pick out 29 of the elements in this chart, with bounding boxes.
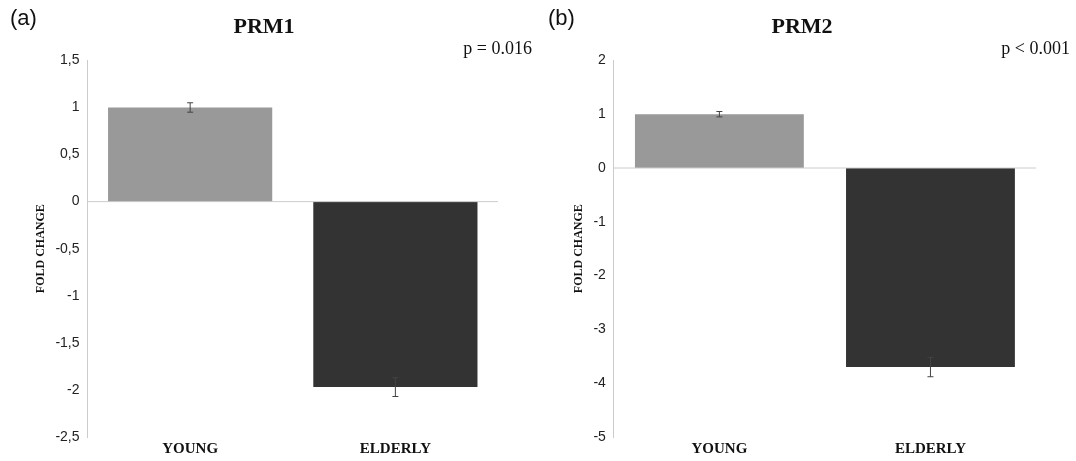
y-tick-label: -1,5 (55, 333, 80, 350)
x-tick-label: ELDERLY (894, 439, 967, 456)
y-axis-title: FOLD CHANGE (33, 204, 48, 294)
y-tick-label: 0 (71, 192, 80, 209)
text: (b) (548, 5, 575, 31)
text: (a) (10, 5, 37, 31)
text: p < 0.001 (1001, 37, 1070, 58)
x-tick-label: YOUNG (691, 439, 748, 456)
y-tick-label: 0,5 (60, 145, 80, 162)
y-tick-label: -4 (593, 374, 607, 391)
y-tick-label: 1 (71, 98, 80, 115)
y-tick-label: -5 (593, 427, 607, 444)
chart-title: PRM2 (771, 12, 833, 38)
y-tick-label: -2,5 (55, 427, 80, 444)
x-tick-label: ELDERLY (359, 439, 432, 456)
y-tick-label: 0 (598, 158, 607, 175)
y-tick-label: 1 (598, 105, 607, 122)
chart-title: PRM1 (233, 12, 295, 38)
y-tick-label: 2 (598, 51, 607, 68)
y-tick-label: -1 (67, 286, 80, 303)
y-tick-label: -0,5 (55, 239, 80, 256)
y-tick-label: -2 (593, 266, 607, 283)
y-tick-label: 1,5 (60, 51, 80, 68)
y-tick-label: -2 (67, 380, 80, 397)
text: p = 0.016 (463, 37, 532, 58)
y-axis-title: FOLD CHANGE (571, 204, 586, 294)
y-tick-label: -3 (593, 320, 607, 337)
y-tick-label: -1 (593, 212, 607, 229)
x-tick-label: YOUNG (162, 439, 219, 456)
